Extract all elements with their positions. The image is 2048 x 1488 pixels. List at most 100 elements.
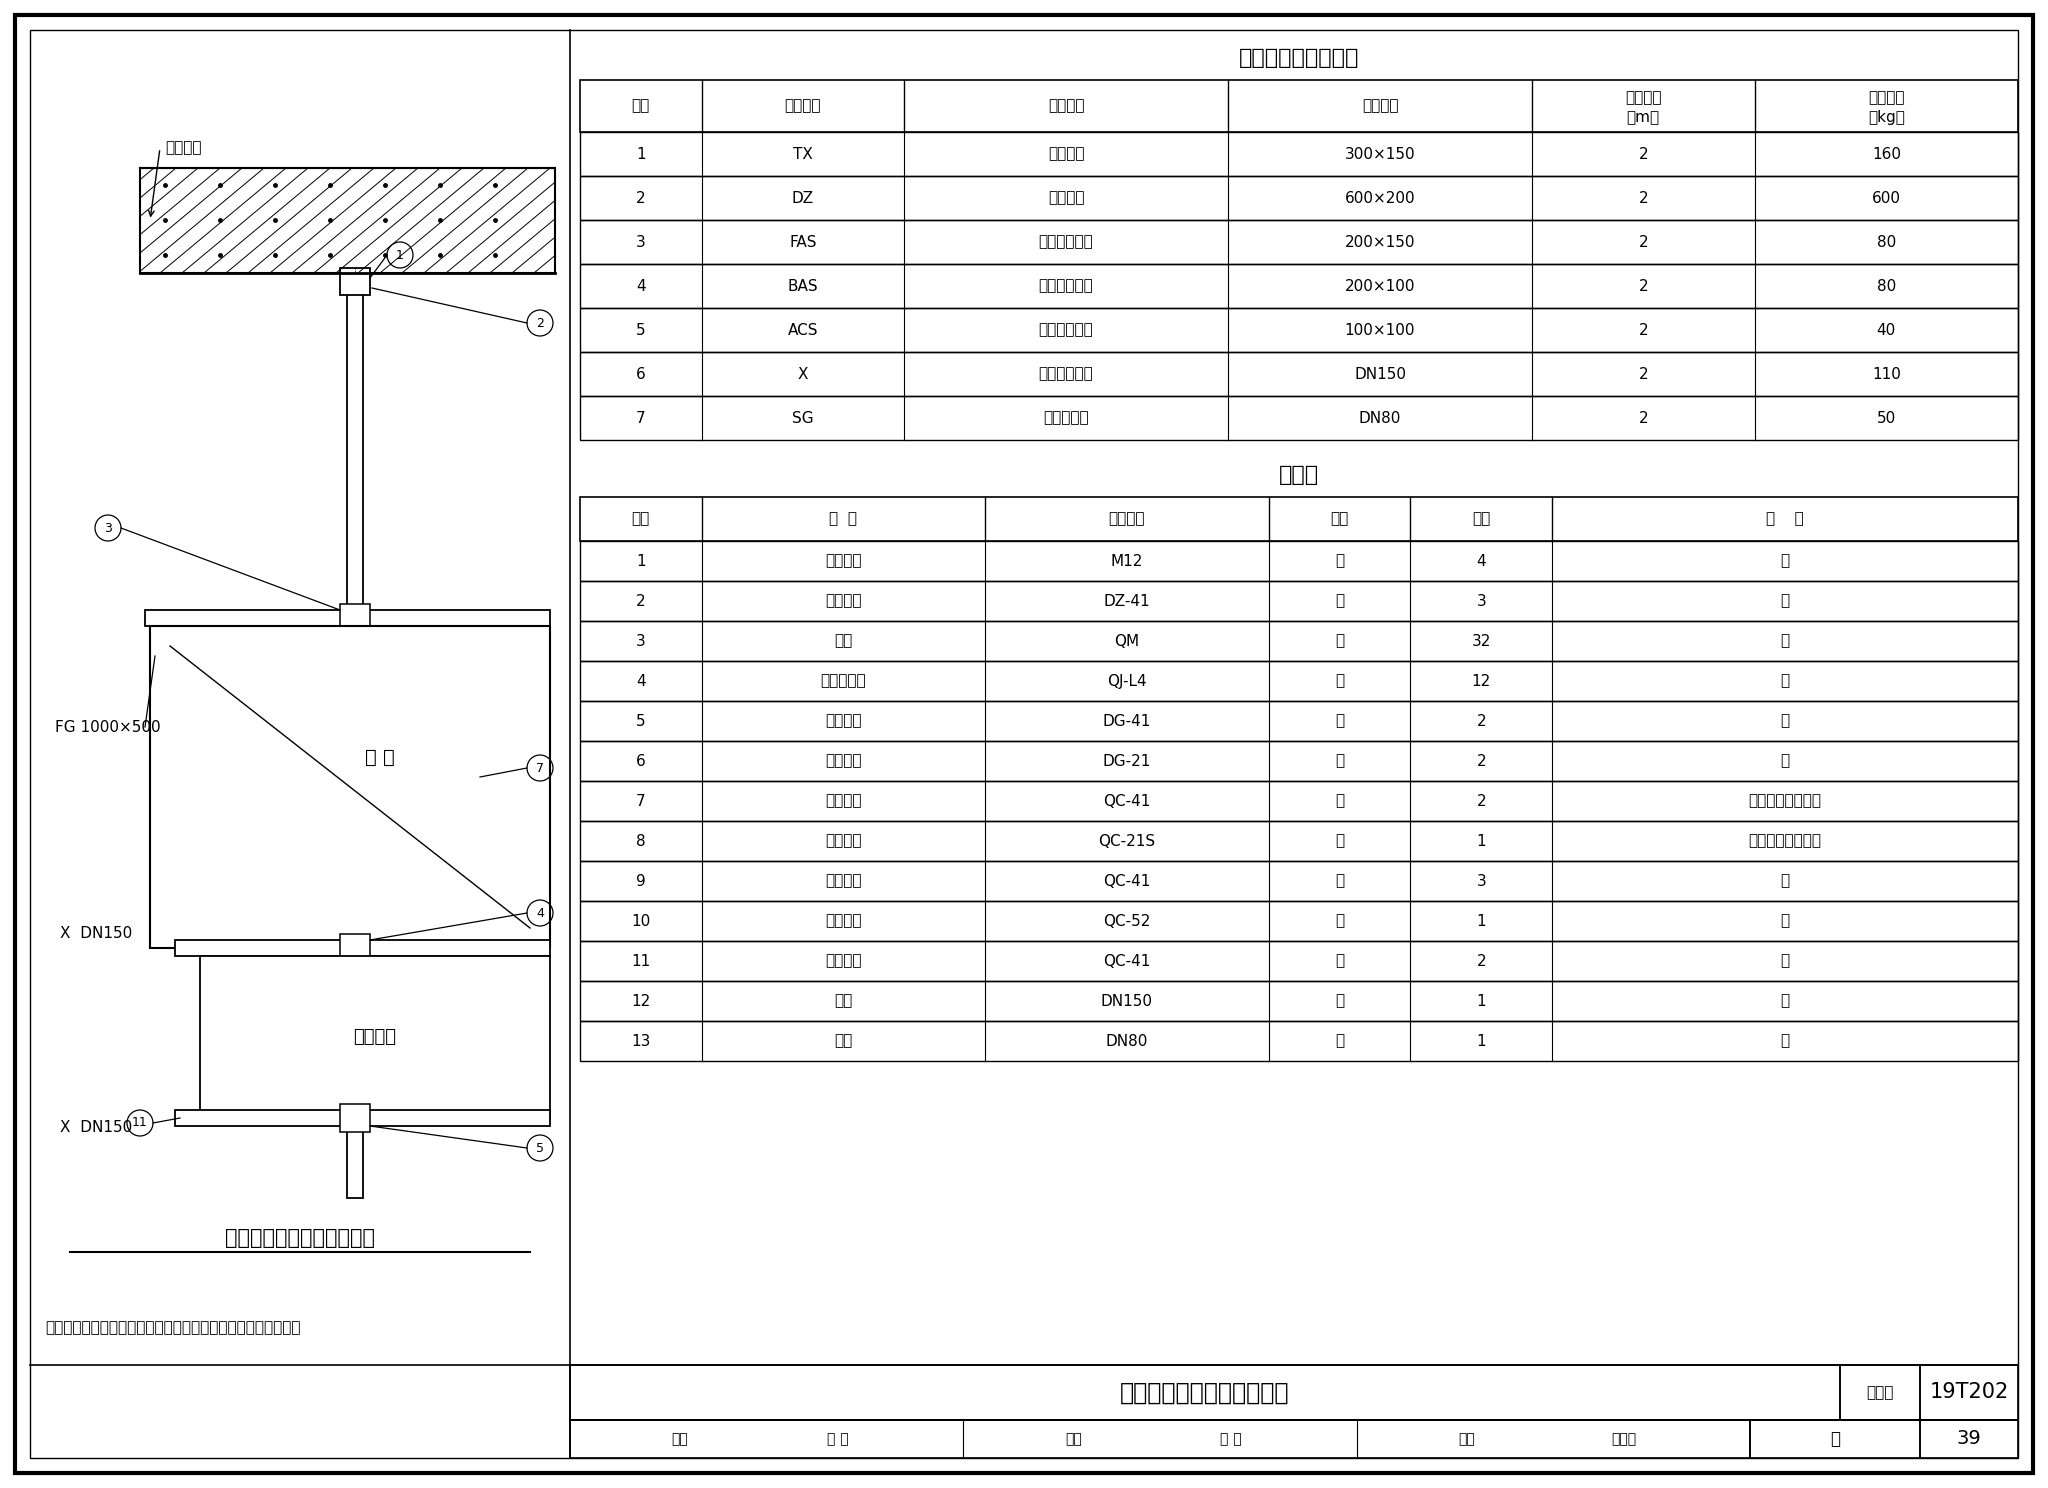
Text: 2: 2: [1477, 954, 1487, 969]
Text: 横担槽钢: 横担槽钢: [825, 914, 862, 929]
Text: QC-52: QC-52: [1104, 914, 1151, 929]
Text: 通讯信号: 通讯信号: [1049, 146, 1083, 162]
Bar: [580, 497, 2017, 542]
Text: 套: 套: [1335, 1034, 1343, 1049]
Text: －: －: [1780, 753, 1790, 768]
Text: 2: 2: [637, 594, 645, 609]
Text: 电缆桥架: 电缆桥架: [354, 1028, 397, 1046]
Text: DN150: DN150: [1354, 366, 1407, 381]
Text: QJ-L4: QJ-L4: [1108, 674, 1147, 689]
Text: 600: 600: [1872, 190, 1901, 205]
Text: 门禁系统电缆: 门禁系统电缆: [1038, 323, 1094, 338]
Bar: [569, 1420, 1749, 1458]
Text: －: －: [1780, 554, 1790, 568]
Text: 个: 个: [1335, 873, 1343, 888]
Text: （kg）: （kg）: [1868, 110, 1905, 125]
Text: 审核: 审核: [672, 1431, 688, 1446]
Text: QM: QM: [1114, 634, 1139, 649]
Bar: [145, 610, 551, 626]
Text: SG: SG: [793, 411, 813, 426]
Text: －: －: [1780, 714, 1790, 729]
Bar: [139, 168, 555, 272]
Text: 横担槽钢: 横担槽钢: [825, 873, 862, 888]
Text: 槽钢端盖: 槽钢端盖: [825, 714, 862, 729]
Text: 生活给水管: 生活给水管: [1042, 411, 1090, 426]
Text: 2: 2: [1477, 793, 1487, 808]
Text: 槽钢端盖: 槽钢端盖: [825, 753, 862, 768]
Text: DG-41: DG-41: [1102, 714, 1151, 729]
Text: －: －: [1780, 674, 1790, 689]
Text: 10: 10: [631, 914, 651, 929]
Bar: [580, 862, 2017, 902]
Text: 80: 80: [1876, 235, 1896, 250]
Text: 长度工程设计确定: 长度工程设计确定: [1749, 833, 1821, 848]
Text: 综合管线支吊架图（十六）: 综合管线支吊架图（十六）: [225, 1228, 375, 1248]
Text: 100×100: 100×100: [1346, 323, 1415, 338]
Bar: [580, 220, 2017, 263]
Text: 32: 32: [1473, 634, 1491, 649]
Text: QC-41: QC-41: [1104, 793, 1151, 808]
Bar: [150, 626, 551, 948]
Text: 2: 2: [1638, 411, 1649, 426]
Text: 80: 80: [1876, 278, 1896, 293]
Text: 9: 9: [635, 873, 645, 888]
Bar: [201, 955, 551, 1117]
Text: 3: 3: [1477, 873, 1487, 888]
Text: 200×100: 200×100: [1346, 278, 1415, 293]
Text: －: －: [1780, 1034, 1790, 1049]
Text: 2: 2: [1638, 323, 1649, 338]
Text: 机械锚栓: 机械锚栓: [825, 554, 862, 568]
Text: 单位: 单位: [1331, 512, 1350, 527]
Bar: [580, 176, 2017, 220]
Text: 套: 套: [1335, 994, 1343, 1009]
Text: 个: 个: [1335, 714, 1343, 729]
Text: 环境监控电缆: 环境监控电缆: [1038, 278, 1094, 293]
Bar: [569, 1364, 1839, 1420]
Text: 13: 13: [631, 1034, 651, 1049]
Text: 横担槽钢: 横担槽钢: [825, 954, 862, 969]
Text: 600×200: 600×200: [1346, 190, 1415, 205]
Text: 梅 棋: 梅 棋: [827, 1431, 848, 1446]
Text: 套: 套: [1335, 634, 1343, 649]
Text: 个: 个: [1335, 914, 1343, 929]
Text: 1: 1: [1477, 1034, 1487, 1049]
Text: DN150: DN150: [1102, 994, 1153, 1009]
Text: 7: 7: [637, 411, 645, 426]
Text: 5: 5: [637, 323, 645, 338]
Text: 图集号: 图集号: [1866, 1385, 1894, 1400]
Text: 综合管线支吊架图（十六）: 综合管线支吊架图（十六）: [1120, 1381, 1290, 1405]
Text: 名  称: 名 称: [829, 512, 858, 527]
Text: 立杆槽钢: 立杆槽钢: [825, 793, 862, 808]
Text: 12: 12: [631, 994, 651, 1009]
Text: 材料表: 材料表: [1278, 464, 1319, 485]
Text: DN80: DN80: [1106, 1034, 1149, 1049]
Bar: [580, 741, 2017, 781]
Text: 6: 6: [635, 753, 645, 768]
Text: 5: 5: [637, 714, 645, 729]
Bar: [580, 396, 2017, 440]
Text: 立杆槽钢: 立杆槽钢: [825, 833, 862, 848]
Text: 消火栓给水管: 消火栓给水管: [1038, 366, 1094, 381]
Text: ACS: ACS: [788, 323, 817, 338]
Bar: [580, 542, 2017, 580]
Text: 锁扣: 锁扣: [834, 634, 852, 649]
Bar: [580, 701, 2017, 741]
Text: 6: 6: [635, 366, 645, 381]
Text: 40: 40: [1876, 323, 1896, 338]
Bar: [1921, 1420, 2017, 1458]
Text: 7: 7: [537, 762, 545, 774]
Text: 管道支架设计参数表: 管道支架设计参数表: [1239, 48, 1360, 68]
Text: 1: 1: [1477, 994, 1487, 1009]
Text: DZ-41: DZ-41: [1104, 594, 1151, 609]
Bar: [580, 263, 2017, 308]
Text: 4: 4: [1477, 554, 1487, 568]
Bar: [580, 940, 2017, 981]
Text: 12: 12: [1473, 674, 1491, 689]
Bar: [580, 308, 2017, 353]
Text: 1: 1: [637, 554, 645, 568]
Bar: [580, 1021, 2017, 1061]
Text: 直角连接件: 直角连接件: [821, 674, 866, 689]
Text: 4: 4: [537, 906, 545, 920]
Text: DG-21: DG-21: [1102, 753, 1151, 768]
Text: TX: TX: [793, 146, 813, 162]
